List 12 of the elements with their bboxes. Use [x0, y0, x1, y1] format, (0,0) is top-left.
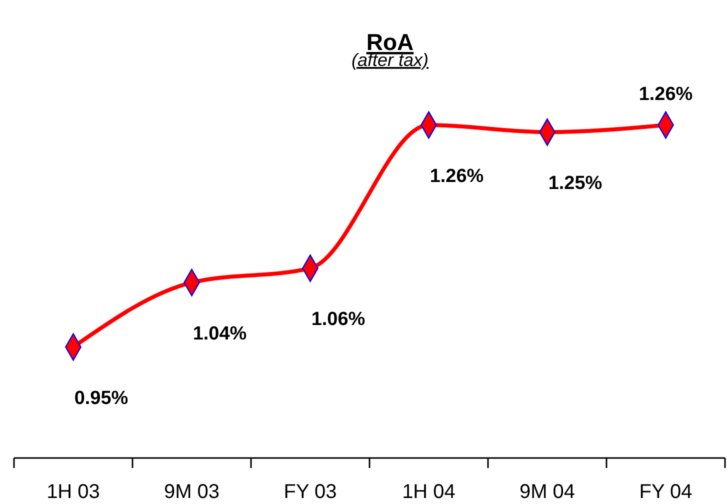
- data-label: 0.95%: [74, 388, 128, 409]
- data-label: 1.26%: [638, 84, 693, 105]
- data-label: 1.04%: [192, 324, 247, 345]
- x-tick-label: 9M 04: [519, 481, 576, 503]
- x-tick-label: FY 03: [284, 481, 337, 503]
- x-tick-label: 9M 03: [164, 481, 220, 503]
- x-tick-label: 1H 04: [402, 481, 456, 503]
- data-label: 1.06%: [311, 309, 366, 330]
- data-label: 1.26%: [430, 166, 484, 187]
- data-label: 1.25%: [548, 173, 602, 194]
- x-tick-label: FY 04: [639, 481, 692, 503]
- x-tick-label: 1H 03: [46, 481, 100, 503]
